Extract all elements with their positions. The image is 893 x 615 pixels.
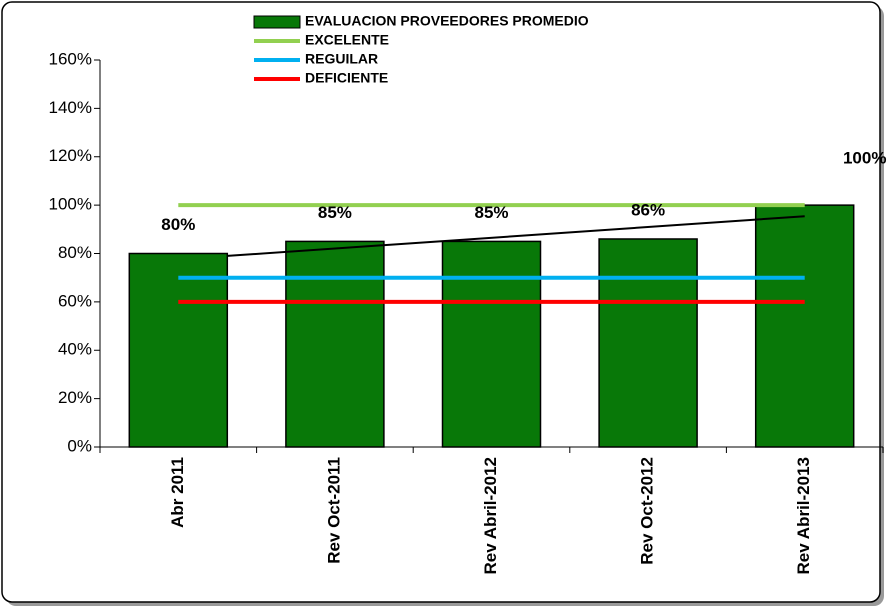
data-label: 100%: [843, 149, 886, 168]
y-tick-label: 40%: [58, 340, 92, 359]
legend-label: REGUILAR: [305, 51, 378, 67]
x-tick-label: Rev Oct-2012: [638, 457, 657, 565]
x-tick-label: Rev Oct-2011: [324, 457, 343, 564]
data-label: 85%: [318, 203, 352, 222]
legend-label: EVALUACION PROVEEDORES PROMEDIO: [305, 13, 589, 29]
data-label: 86%: [631, 200, 665, 219]
y-tick-label: 100%: [49, 195, 92, 214]
bar: [598, 238, 698, 448]
bar: [441, 240, 542, 448]
x-tick-label: Rev Abril-2012: [481, 457, 500, 574]
y-tick-label: 0%: [67, 436, 92, 455]
data-label: 80%: [161, 215, 195, 234]
legend-label: EXCELENTE: [305, 32, 389, 48]
y-tick-label: 120%: [49, 146, 92, 165]
trendline: [227, 215, 805, 257]
y-tick-label: 20%: [58, 388, 92, 407]
y-tick-label: 60%: [58, 291, 92, 310]
x-tick-label: Abr 2011: [168, 457, 187, 528]
legend-swatch: [253, 15, 301, 29]
bar: [128, 252, 229, 448]
data-label: 85%: [474, 203, 508, 222]
legend-label: DEFICIENTE: [305, 70, 388, 86]
y-tick-label: 80%: [58, 243, 92, 262]
y-tick-label: 140%: [49, 98, 92, 117]
bar: [285, 240, 385, 448]
y-tick-label: 160%: [49, 49, 92, 68]
x-tick-label: Rev Abril-2013: [794, 457, 813, 574]
bar: [754, 204, 855, 448]
